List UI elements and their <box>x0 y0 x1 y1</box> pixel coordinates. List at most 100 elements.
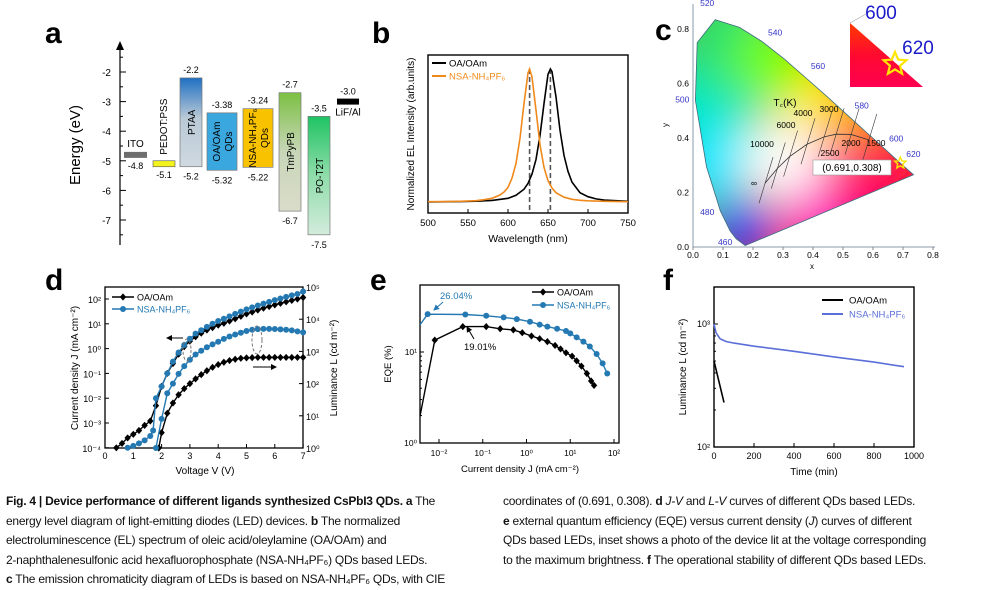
diamond-marker <box>260 353 267 362</box>
level-value: -3.0 <box>340 87 356 97</box>
caption-line: 2-naphthalenesulfonic acid hexafluoropho… <box>6 551 427 571</box>
wavelength-label: 500 <box>675 94 689 104</box>
y-tick-label: 0.4 <box>677 133 689 143</box>
inset-zoom-triangle <box>850 23 923 87</box>
diamond-marker <box>583 369 591 378</box>
diamond-marker <box>551 341 559 350</box>
diamond-marker <box>130 430 137 438</box>
wavelength-label: 580 <box>855 100 869 110</box>
diamond-marker <box>288 296 295 304</box>
isotherm-line <box>844 108 860 155</box>
diamond-marker <box>271 353 278 362</box>
y-tick-label-left: 10² <box>88 295 101 305</box>
y-tick-label-left: 10⁻¹ <box>83 369 101 379</box>
peak-eqe-label-nsa: 26.04% <box>440 291 473 302</box>
y-tick-label: 0.8 <box>677 24 689 34</box>
circle-marker <box>260 300 267 307</box>
level-bar <box>337 98 359 105</box>
color-blob <box>695 120 753 211</box>
circle-marker <box>164 390 171 397</box>
energy-level-1: PEDOT:PSS -5.1 <box>152 98 176 180</box>
x-tick-label: 600 <box>500 218 516 229</box>
diamond-marker <box>192 375 199 383</box>
circle-marker <box>198 347 205 354</box>
planckian-title: T꜀(K) <box>774 98 797 109</box>
x-tick-label: 0.3 <box>777 250 789 260</box>
isotherm-line <box>758 157 774 204</box>
diamond-marker <box>544 338 551 346</box>
x-axis-label: Voltage V (V) <box>176 466 235 477</box>
isotherm-line <box>829 108 845 155</box>
diamond-marker <box>181 384 188 393</box>
x-tick-label: 0.1 <box>717 250 729 260</box>
level-bar <box>278 92 302 212</box>
inset-label-620: 620 <box>902 38 934 59</box>
x-tick-label: 6 <box>272 451 277 461</box>
diamond-marker <box>231 355 239 363</box>
circle-marker <box>294 328 301 335</box>
diamond-marker <box>220 319 228 327</box>
circle-marker <box>124 444 131 451</box>
caption-run: energy level diagram of light-emitting d… <box>6 513 311 528</box>
y-tick-label: -3 <box>102 98 111 109</box>
circle-marker <box>181 341 188 348</box>
isotherm-line <box>783 130 798 177</box>
series-0 <box>113 293 307 452</box>
y-tick-label-right: 10⁴ <box>306 315 320 325</box>
diamond-marker <box>198 371 205 379</box>
diamond-marker <box>220 358 228 366</box>
panel-c-cie-diagram: 0.0 0.1 0.2 0.3 0.4 0.5 0.6 0.7 0.8 0.0 0.2 0.4 0.6 0… <box>661 0 939 271</box>
y-tick-label: 0.2 <box>677 188 689 198</box>
circle-marker <box>169 358 176 365</box>
diamond-marker <box>528 332 535 340</box>
circle-marker <box>203 323 210 330</box>
diamond-marker <box>158 429 165 437</box>
diamond-marker <box>265 353 273 362</box>
temperature-label: 10000 <box>750 139 774 149</box>
level-value: -2.2 <box>183 65 199 75</box>
caption-bold-run: Fig. 4 | Device performance of different… <box>6 494 413 508</box>
wavelength-label: 600 <box>889 134 903 144</box>
caption-line: to the maximum brightness. f The operati… <box>503 551 926 571</box>
energy-level-4: -3.24 -5.22 NSA-NH₄PF₆ QDs <box>242 96 274 182</box>
diamond-marker <box>169 399 177 407</box>
wavelength-label: 480 <box>700 207 714 217</box>
legend-label: OA/OAm <box>849 296 887 307</box>
level-bar <box>206 112 238 171</box>
level-value: -3.5 <box>311 103 327 113</box>
caption-line: coordinates of (0.691, 0.308). d J-V and… <box>503 492 915 512</box>
circle-marker <box>604 370 611 377</box>
circle-marker <box>220 315 227 322</box>
y-tick-label-left: 10⁰ <box>87 345 101 355</box>
legend-label: NSA-NH₄PF₆ <box>137 305 191 315</box>
annotation-arrow <box>433 301 444 311</box>
circle-marker <box>288 292 295 299</box>
circle-marker <box>586 343 593 350</box>
panel-label-b: b <box>372 17 390 50</box>
level-name: OA/OAm <box>212 122 223 162</box>
energy-level-5: -2.7 -6.7 TmPyPB <box>278 80 302 226</box>
caption-line: electroluminescence (EL) spectrum of ole… <box>6 531 387 551</box>
circle-marker <box>152 395 159 402</box>
caption-run: curves of different QDs based LEDs. <box>726 494 916 508</box>
x-tick-label: 0.5 <box>837 250 849 260</box>
level-name: ITO <box>127 139 144 150</box>
x-tick-label: 400 <box>786 451 801 461</box>
figure: a b c d e f -2 -3 -4 -5 -6 -7 Energy (eV) ITO -4.8 PEDO… <box>45 0 939 478</box>
diamond-marker <box>294 295 301 303</box>
circle-marker <box>277 295 284 302</box>
x-tick-label: 10⁰ <box>520 448 533 458</box>
circle-marker <box>540 302 546 308</box>
panel-label-f: f <box>663 264 674 297</box>
circle-marker <box>483 312 490 319</box>
circle-marker <box>544 323 551 330</box>
isotherm-line <box>771 142 786 189</box>
x-tick-label: 0.2 <box>747 250 759 260</box>
circle-marker <box>462 311 469 318</box>
y-tick-label-right: 10³ <box>306 347 319 357</box>
series-2 <box>155 353 307 452</box>
circle-marker <box>150 427 157 434</box>
diamond-marker <box>578 362 585 370</box>
diamond-marker <box>226 317 233 325</box>
x-tick-label: 650 <box>540 218 556 229</box>
